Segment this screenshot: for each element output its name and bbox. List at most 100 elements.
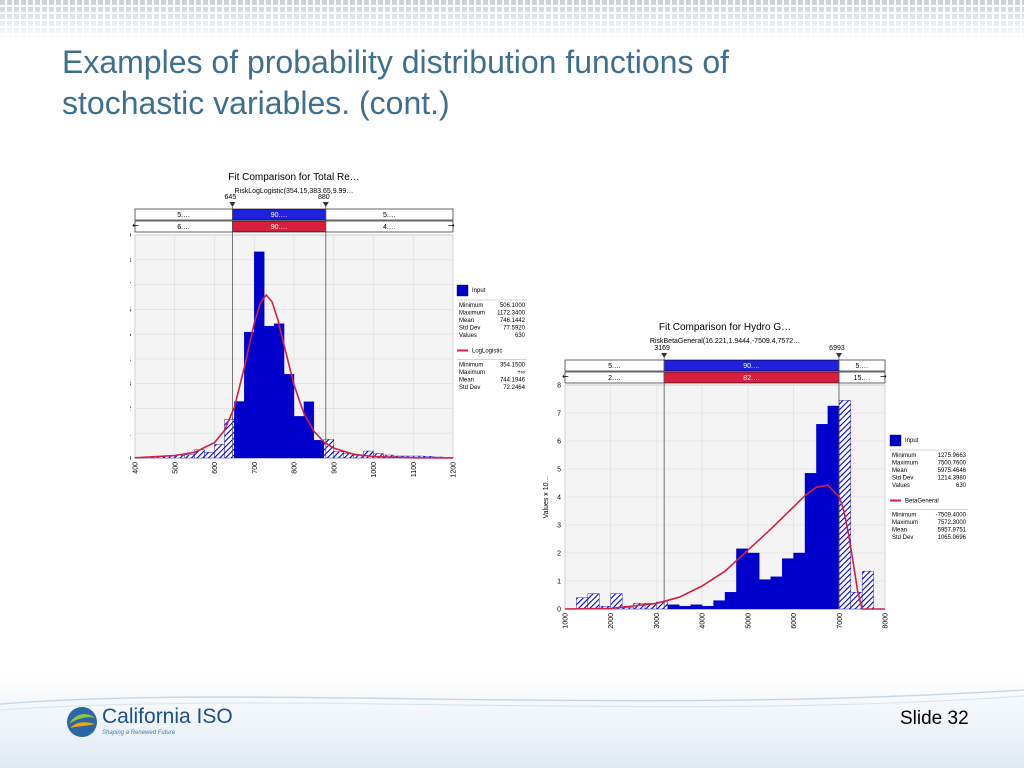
chart-title: Fit Comparison for Hydro G… — [659, 322, 791, 333]
band-input-right-label: 5.… — [856, 363, 869, 370]
marker-left-triangle-icon — [229, 202, 236, 207]
histogram-bar — [273, 323, 285, 459]
legend-stat-value: 5975.4646 — [938, 468, 967, 474]
histogram-bar — [576, 597, 589, 610]
chart-subtitle: RiskBetaGeneral(16.221,1.9444,-7509.4,75… — [650, 338, 800, 345]
legend-stat-name: Std Dev — [459, 326, 480, 332]
x-tick-label: 5000 — [745, 613, 752, 629]
histogram-bar — [736, 548, 749, 610]
y-tick-label: 8 — [557, 383, 561, 390]
band-fit-left-label: 2.… — [608, 375, 621, 382]
legend-stat-name: Values — [459, 333, 477, 339]
marker-right-label: 880 — [318, 194, 330, 201]
histogram-bar — [827, 405, 840, 610]
legend-stat-value: 1214.3980 — [938, 476, 967, 482]
marker-right-triangle-icon — [322, 202, 329, 207]
histogram-bar — [724, 592, 737, 610]
x-tick-label: 900 — [331, 462, 338, 474]
legend-stat-value: 746.1442 — [500, 318, 526, 324]
y-tick-label: 0.002 — [130, 406, 131, 413]
band-fit-left-label: 6.… — [177, 224, 190, 231]
histogram-bar — [313, 439, 325, 459]
band-fit-middle-label: 90.… — [271, 224, 288, 231]
legend-stat-name: Minimum — [892, 453, 916, 459]
x-tick-label: 4000 — [700, 613, 707, 629]
x-tick-label: 7000 — [837, 613, 844, 629]
histogram-bar — [214, 444, 225, 459]
logo-tagline: Shaping a Renewed Future — [102, 730, 176, 736]
y-tick-label: 0.003 — [130, 381, 131, 388]
logo-mark-icon — [67, 707, 97, 737]
y-tick-label: 0.008 — [130, 257, 131, 264]
y-tick-label: 6 — [557, 439, 561, 446]
band-left-arrow-icon: ← — [132, 221, 139, 230]
y-tick-label: 0.001 — [130, 431, 131, 438]
slide-title: Examples of probability distribution fun… — [62, 42, 962, 124]
chart-hydro-g: Fit Comparison for Hydro G… RiskBetaGener… — [540, 318, 970, 640]
band-input-right-label: 5.… — [383, 212, 396, 219]
histogram-bar — [713, 600, 726, 610]
band-input-left-label: 5.… — [177, 212, 190, 219]
legend-input-swatch — [889, 434, 902, 447]
legend-fit-label: BetaGeneral — [905, 499, 939, 505]
legend-stat-value: 7572.3000 — [938, 520, 967, 526]
marker-right-triangle-icon — [835, 353, 842, 358]
y-tick-label: 2 — [557, 551, 561, 558]
band-fit-middle-label: 82.… — [743, 375, 760, 382]
legend-stat-value: 5957.9751 — [938, 528, 967, 534]
marker-left-label: 645 — [225, 194, 237, 201]
california-iso-logo: California ISO Shaping a Renewed Future — [66, 703, 233, 743]
x-tick-label: 800 — [292, 462, 299, 474]
marker-right-label: 6993 — [829, 345, 845, 352]
y-tick-label: 0.000 — [130, 456, 131, 463]
y-tick-label: 0.009 — [130, 233, 131, 240]
chart-total-re: Fit Comparison for Total Re… RiskLogLogis… — [130, 168, 530, 490]
legend-stat-name: Std Dev — [892, 476, 913, 482]
legend-stat-name: Std Dev — [892, 535, 913, 541]
histogram-bar — [690, 604, 703, 610]
x-tick-label: 1000 — [563, 613, 570, 629]
histogram-bar — [861, 570, 874, 610]
histogram-bar — [667, 604, 680, 610]
legend-stat-value: 1065.0696 — [938, 535, 967, 541]
y-tick-label: 5 — [557, 467, 561, 474]
histogram-bar — [816, 423, 829, 610]
marker-left-triangle-icon — [661, 353, 668, 358]
x-tick-label: 400 — [133, 462, 140, 474]
legend-fit-label: LogLogistic — [472, 349, 502, 355]
slide-number: Slide 32 — [900, 708, 969, 729]
chart-subtitle: RiskLogLogistic(354.15,383.65,9.99… — [235, 188, 354, 195]
histogram-bar — [759, 579, 771, 610]
x-tick-label: 1200 — [451, 462, 458, 478]
x-tick-label: 700 — [252, 462, 259, 474]
legend-stat-name: Minimum — [459, 303, 483, 309]
histogram-bar — [333, 451, 344, 459]
y-tick-label: 0.005 — [130, 332, 131, 339]
legend-stat-name: Mean — [459, 318, 474, 324]
y-tick-label: 4 — [557, 495, 561, 502]
legend-stat-name: Minimum — [459, 363, 483, 369]
slide-title-line-1: Examples of probability distribution fun… — [62, 44, 730, 80]
histogram-bar — [701, 606, 714, 610]
legend-input-label: Input — [905, 438, 919, 444]
histogram-bar — [587, 593, 600, 610]
histogram-bar — [679, 606, 691, 610]
legend-input-swatch — [456, 284, 469, 297]
histogram-bar — [770, 576, 783, 610]
histogram-bar — [781, 558, 794, 610]
legend-stat-name: Mean — [892, 468, 907, 474]
legend-stat-name: Mean — [459, 378, 474, 384]
legend-stat-name: Maximum — [892, 520, 918, 526]
fit-curve-line — [564, 484, 885, 610]
histogram-bar — [793, 552, 806, 610]
legend-stat-value: 1172.3400 — [497, 311, 526, 317]
y-axis-label: Values x 10… — [543, 475, 550, 518]
histogram-bar — [204, 452, 215, 459]
legend-stat-value: 630 — [956, 483, 967, 489]
histogram-bar — [244, 331, 255, 459]
chart-title: Fit Comparison for Total Re… — [228, 172, 360, 183]
x-tick-label: 6000 — [791, 613, 798, 629]
marker-left-label: 3169 — [654, 345, 670, 352]
x-tick-label: 2000 — [608, 613, 615, 629]
histogram-bar — [184, 454, 195, 459]
